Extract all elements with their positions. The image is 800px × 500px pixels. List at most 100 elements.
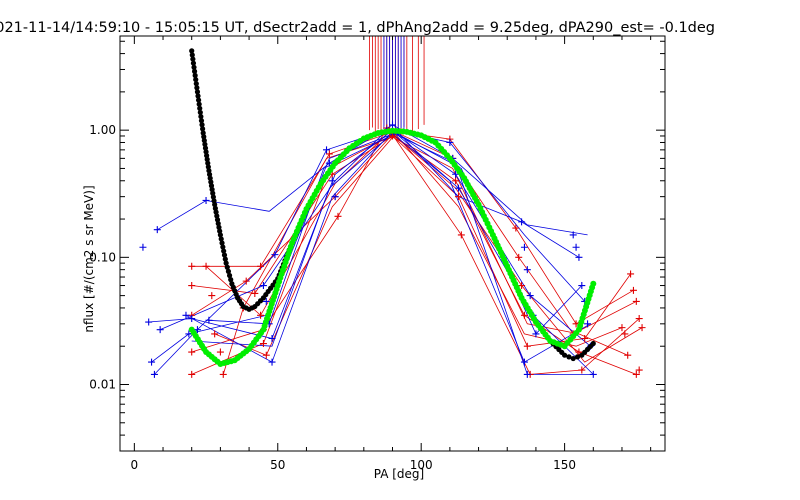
blue-marker xyxy=(150,370,158,378)
red-marker xyxy=(632,370,640,378)
blue-marker xyxy=(446,138,454,146)
black-fit-point xyxy=(225,268,232,274)
blue-marker xyxy=(584,320,592,328)
blue-marker xyxy=(523,266,531,274)
red-marker xyxy=(635,366,643,374)
black-fit-point xyxy=(194,85,200,91)
x-tick-label: 0 xyxy=(131,458,139,472)
black-fit-point xyxy=(194,89,201,95)
blue-marker xyxy=(156,326,164,334)
black-fit-point xyxy=(190,56,196,62)
red-marker xyxy=(515,253,523,261)
y-axis: 0.01 0.10 1.00 xyxy=(89,40,665,452)
x-axis-label: PA [deg] xyxy=(374,467,424,481)
black-fit-point xyxy=(226,272,233,279)
blue-marker xyxy=(202,196,210,204)
blue-marker xyxy=(268,358,276,366)
blue-marker xyxy=(452,170,460,178)
black-fit-point xyxy=(566,354,572,360)
black-fit-point xyxy=(218,236,224,242)
red-marker xyxy=(202,262,210,270)
red-marker xyxy=(251,289,259,297)
red-marker xyxy=(208,292,216,300)
black-fit-point xyxy=(223,260,229,266)
red-marker xyxy=(262,351,270,359)
red-marker xyxy=(457,231,465,239)
red-marker xyxy=(632,297,640,305)
red-marker xyxy=(219,370,227,378)
black-fit-point xyxy=(224,264,230,270)
black-fit-point xyxy=(570,355,576,362)
blue-marker xyxy=(268,335,276,343)
blue-marker xyxy=(578,282,586,290)
black-fit-point xyxy=(220,244,226,250)
blue-connector-line xyxy=(157,124,588,236)
red-marker xyxy=(512,224,520,232)
red-marker xyxy=(211,330,219,338)
y-axis-label: nflux [#/(cm2 s sr MeV)] xyxy=(82,185,96,332)
red-marker xyxy=(635,315,643,323)
red-marker xyxy=(578,366,586,374)
blue-marker xyxy=(323,146,331,154)
black-fit-point xyxy=(193,81,199,87)
blue-marker xyxy=(145,318,153,326)
red-marker xyxy=(454,193,462,201)
red-marker xyxy=(523,342,531,350)
red-marker xyxy=(575,348,583,356)
black-fit-point xyxy=(192,72,198,79)
black-fit-point xyxy=(198,118,205,124)
blue-marker xyxy=(572,243,580,251)
black-fit-point xyxy=(199,122,205,128)
black-fit-point xyxy=(574,354,581,360)
red-marker xyxy=(188,282,196,290)
red-marker xyxy=(621,330,629,338)
blue-marker xyxy=(518,218,526,226)
blue-marker xyxy=(520,358,528,366)
black-fit-point xyxy=(228,277,234,283)
blue-marker xyxy=(205,316,213,324)
x-tick-label: 50 xyxy=(270,458,285,472)
black-fit-point xyxy=(217,232,223,238)
black-fit-point xyxy=(222,256,228,262)
x-tick-label: 100 xyxy=(410,458,433,472)
black-fit-point xyxy=(198,113,204,120)
black-fit-point xyxy=(197,109,203,116)
blue-marker xyxy=(188,315,196,323)
black-fit-point xyxy=(190,60,197,66)
black-fit-point xyxy=(197,105,203,111)
black-fit-point xyxy=(196,101,202,107)
red-marker xyxy=(216,348,224,356)
blue-marker xyxy=(532,330,540,338)
black-fit-point xyxy=(219,240,225,246)
blue-marker xyxy=(148,358,156,366)
red-marker xyxy=(581,335,589,343)
red-marker xyxy=(618,324,626,332)
plot-area xyxy=(139,36,646,378)
blue-marker xyxy=(331,193,339,201)
blue-marker xyxy=(454,184,462,192)
red-marker xyxy=(188,370,196,378)
black-fit-point xyxy=(590,340,596,347)
blue-marker xyxy=(325,159,333,167)
red-marker xyxy=(624,351,632,359)
red-marker xyxy=(257,262,265,270)
black-fit-point xyxy=(189,48,195,54)
y-tick-label: 1.00 xyxy=(89,123,116,137)
black-fit-point xyxy=(221,248,227,254)
red-marker xyxy=(257,311,265,319)
black-fit-point xyxy=(562,352,568,358)
y-tick-label: 0.01 xyxy=(89,378,116,392)
blue-marker xyxy=(153,226,161,234)
blue-marker xyxy=(271,251,279,259)
blue-marker xyxy=(193,326,201,334)
red-marker xyxy=(518,282,526,290)
red-marker xyxy=(334,212,342,220)
blue-marker xyxy=(526,292,534,300)
black-fit-point xyxy=(191,68,198,74)
black-fit-point xyxy=(200,126,206,132)
black-fit-point xyxy=(195,93,201,99)
x-axis: 0 50 100 150 xyxy=(131,36,652,472)
blue-marker xyxy=(523,370,531,378)
blue-marker xyxy=(589,370,597,378)
